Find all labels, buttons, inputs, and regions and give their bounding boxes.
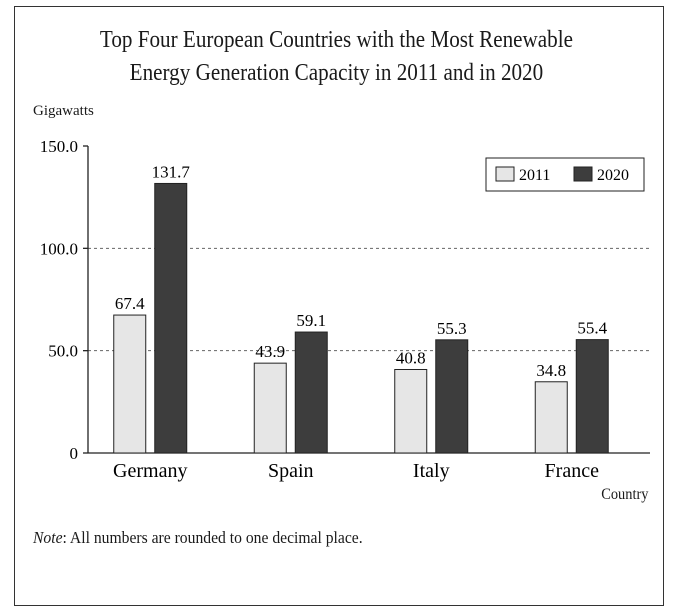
x-axis-label: Country bbox=[600, 486, 648, 503]
x-tick-label: Italy bbox=[413, 460, 450, 482]
bar-value-label: 67.4 bbox=[115, 294, 145, 313]
y-tick-label: 50.0 bbox=[48, 342, 78, 361]
bar-2020-germany bbox=[154, 182, 188, 454]
bar-value-label: 55.4 bbox=[577, 319, 607, 338]
bar-value-label: 40.8 bbox=[396, 348, 426, 367]
x-tick-label: France bbox=[545, 460, 600, 482]
footnote: Note: All numbers are rounded to one dec… bbox=[33, 528, 363, 548]
bar-value-label: 34.8 bbox=[536, 361, 566, 380]
bar-value-label: 131.7 bbox=[152, 162, 191, 181]
y-tick-label: 0 bbox=[70, 444, 79, 463]
chart-title-line-1: Top Four European Countries with the Mos… bbox=[99, 27, 573, 53]
bar-chart: 0 50.0 100.0 150.0 67.4 131.7 Germany 43.9 59.1 S… bbox=[40, 137, 650, 482]
bar-2020-italy bbox=[435, 339, 469, 454]
bar-value-label: 43.9 bbox=[255, 342, 285, 361]
legend-swatch-2020 bbox=[573, 166, 593, 182]
y-axis-label: Gigawatts bbox=[33, 103, 94, 119]
x-tick-label: Spain bbox=[268, 460, 314, 482]
bar-2020-france bbox=[575, 339, 609, 454]
legend-label-2020: 2020 bbox=[597, 167, 629, 184]
bar-2011-germany bbox=[113, 314, 147, 454]
bar-2011-france bbox=[534, 381, 568, 454]
bar-value-label: 59.1 bbox=[296, 311, 326, 330]
bar-2020-spain bbox=[294, 331, 328, 454]
x-tick-label: Germany bbox=[113, 460, 187, 482]
footnote-text: : All numbers are rounded to one decimal… bbox=[62, 528, 363, 547]
y-tick-label: 100.0 bbox=[40, 239, 78, 258]
legend-label-2011: 2011 bbox=[519, 167, 550, 184]
y-tick-label: 150.0 bbox=[40, 137, 78, 156]
bar-2011-spain bbox=[253, 362, 287, 454]
legend-swatch-2011 bbox=[495, 166, 515, 182]
bar-2011-italy bbox=[394, 368, 428, 454]
chart-title-line-2: Energy Generation Capacity in 2011 and i… bbox=[129, 60, 544, 86]
bar-value-label: 55.3 bbox=[437, 319, 467, 338]
footnote-label: Note bbox=[33, 528, 63, 547]
chart-title: Top Four European Countries with the Mos… bbox=[40, 24, 632, 90]
